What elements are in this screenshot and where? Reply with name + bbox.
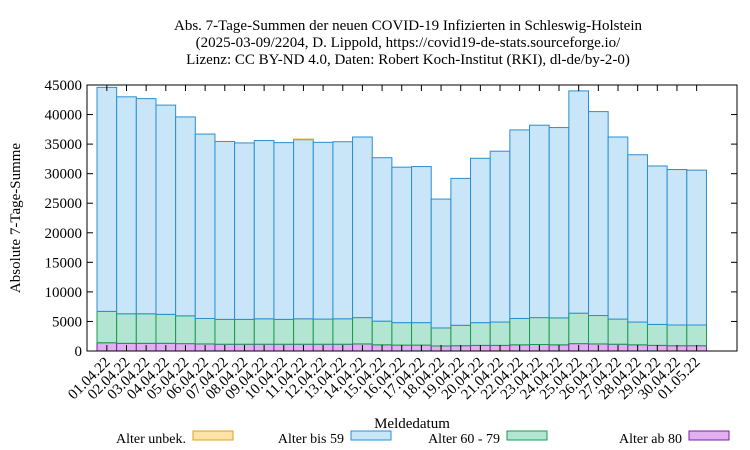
bar-alter-bis-59-13	[352, 136, 373, 319]
bar-alter-60-79-13	[352, 317, 373, 345]
bar-alter-bis-59-15	[391, 166, 413, 324]
bar-alter-60-79-19	[470, 322, 491, 346]
bar-alter-60-79-6	[214, 318, 236, 345]
y-axis: 0 5000 10000 15000 20000 25000 30000 35000 40000…	[45, 78, 737, 360]
bar-alter-60-79-20	[489, 321, 511, 346]
bar-alter-bis-59-1	[116, 96, 137, 315]
bar-alter-bis-59-16	[411, 166, 432, 324]
bar-alter-bis-59-17	[430, 198, 452, 329]
bar-alter-bis-59-18	[450, 177, 472, 326]
bar-alter-bis-59-0	[96, 86, 118, 312]
plot-frame	[86, 84, 738, 352]
chart-title: Abs. 7-Tage-Summen der neuen COVID-19 In…	[174, 18, 643, 68]
bar-alter-bis-59-14	[371, 157, 393, 322]
bar-alter-60-79-24	[568, 312, 590, 345]
bar-alter-60-79-15	[391, 322, 413, 346]
bar-alter-bis-59-11	[312, 141, 334, 320]
y-tick-label: 40000	[45, 108, 83, 124]
bar-alter-bis-59-26	[607, 136, 629, 320]
y-tick-label: 35000	[45, 137, 83, 153]
bar-alter-bis-59-28	[646, 165, 668, 325]
bar-alter-60-79-17	[430, 327, 452, 347]
bar-alter-bis-59-9	[273, 142, 295, 320]
bar-alter-60-79-21	[509, 317, 531, 346]
bar-alter-bis-59-2	[135, 98, 157, 315]
bar-alter-bis-59-3	[155, 104, 177, 315]
legend-swatch	[506, 430, 548, 441]
legend-swatch	[688, 430, 730, 441]
bar-alter-60-79-1	[116, 313, 137, 344]
y-tick-label: 30000	[45, 167, 83, 183]
bar-alter-60-79-7	[234, 318, 255, 345]
bar-alter-60-79-10	[293, 318, 314, 345]
y-tick-label: 10000	[45, 285, 83, 301]
x-axis-label: Meldedatum	[374, 416, 450, 432]
bar-alter-bis-59-7	[234, 142, 255, 320]
bar-alter-bis-59-21	[509, 129, 531, 319]
bar-alter-bis-59-22	[529, 124, 550, 319]
bar-alter-60-79-18	[450, 324, 472, 347]
bar-alter-bis-59-12	[332, 141, 354, 320]
y-tick-label: 20000	[45, 226, 83, 242]
bars	[96, 86, 707, 352]
bar-alter-bis-59-23	[548, 127, 570, 319]
title-line-3: Lizenz: CC BY-ND 4.0, Daten: Robert Koch…	[186, 52, 630, 68]
bar-alter-60-79-23	[548, 317, 570, 346]
bar-alter-bis-59-6	[214, 140, 236, 320]
bar-alter-bis-59-25	[588, 111, 609, 317]
bar-alter-60-79-8	[253, 318, 275, 345]
bar-alter-bis-59-24	[568, 90, 590, 314]
bar-alter-bis-59-8	[253, 140, 275, 320]
bar-alter-bis-59-10	[293, 139, 314, 320]
bar-alter-60-79-3	[155, 313, 177, 344]
bar-alter-60-79-29	[666, 324, 688, 347]
bar-alter-60-79-12	[332, 318, 354, 345]
legend-label: Alter unbek.	[116, 432, 186, 447]
bar-alter-bis-59-30	[686, 169, 707, 326]
y-axis-label: Absolute 7-Tage-Summe	[8, 143, 24, 294]
legend-label: Alter ab 80	[619, 432, 682, 447]
legend-label: Alter 60 - 79	[428, 432, 500, 447]
title-line-1: Abs. 7-Tage-Summen der neuen COVID-19 In…	[174, 18, 643, 34]
bar-alter-60-79-16	[411, 322, 432, 346]
legend: Alter unbek. Alter bis 59 Alter 60 - 79 Alt…	[116, 430, 730, 447]
bar-alter-bis-59-19	[470, 157, 491, 324]
bar-alter-60-79-5	[194, 317, 216, 345]
bar-alter-60-79-14	[371, 320, 393, 346]
bar-alter-60-79-9	[273, 318, 295, 345]
bar-alter-60-79-22	[529, 317, 550, 346]
legend-label: Alter bis 59	[278, 432, 344, 447]
bar-alter-60-79-25	[588, 315, 609, 345]
y-tick-label: 15000	[45, 255, 83, 271]
bar-alter-bis-59-27	[627, 154, 648, 323]
bar-alter-60-79-2	[135, 313, 157, 344]
bar-alter-bis-59-29	[666, 169, 688, 326]
bar-alter-bis-59-5	[194, 133, 216, 319]
bar-alter-60-79-26	[607, 318, 629, 345]
y-tick-label: 25000	[45, 196, 83, 212]
bar-alter-60-79-4	[175, 315, 196, 345]
bar-alter-60-79-27	[627, 321, 648, 346]
title-line-2: (2025-03-09/2204, D. Lippold, https://co…	[196, 35, 621, 51]
bar-alter-bis-59-20	[489, 150, 511, 323]
bar-alter-60-79-28	[646, 323, 668, 346]
x-axis: 01.04.2202.04.2203.04.2204.04.2205.04.22…	[65, 85, 703, 403]
bar-alter-bis-59-4	[175, 116, 196, 317]
y-tick-label: 5000	[52, 314, 82, 330]
bar-alter-unbek--10	[293, 138, 314, 141]
legend-swatch	[192, 430, 234, 441]
y-tick-label: 45000	[45, 78, 83, 94]
bar-alter-60-79-0	[96, 310, 118, 344]
legend-swatch	[350, 430, 392, 441]
bar-alter-60-79-30	[686, 324, 707, 347]
bar-alter-60-79-11	[312, 318, 334, 345]
y-tick-label: 0	[75, 344, 83, 360]
